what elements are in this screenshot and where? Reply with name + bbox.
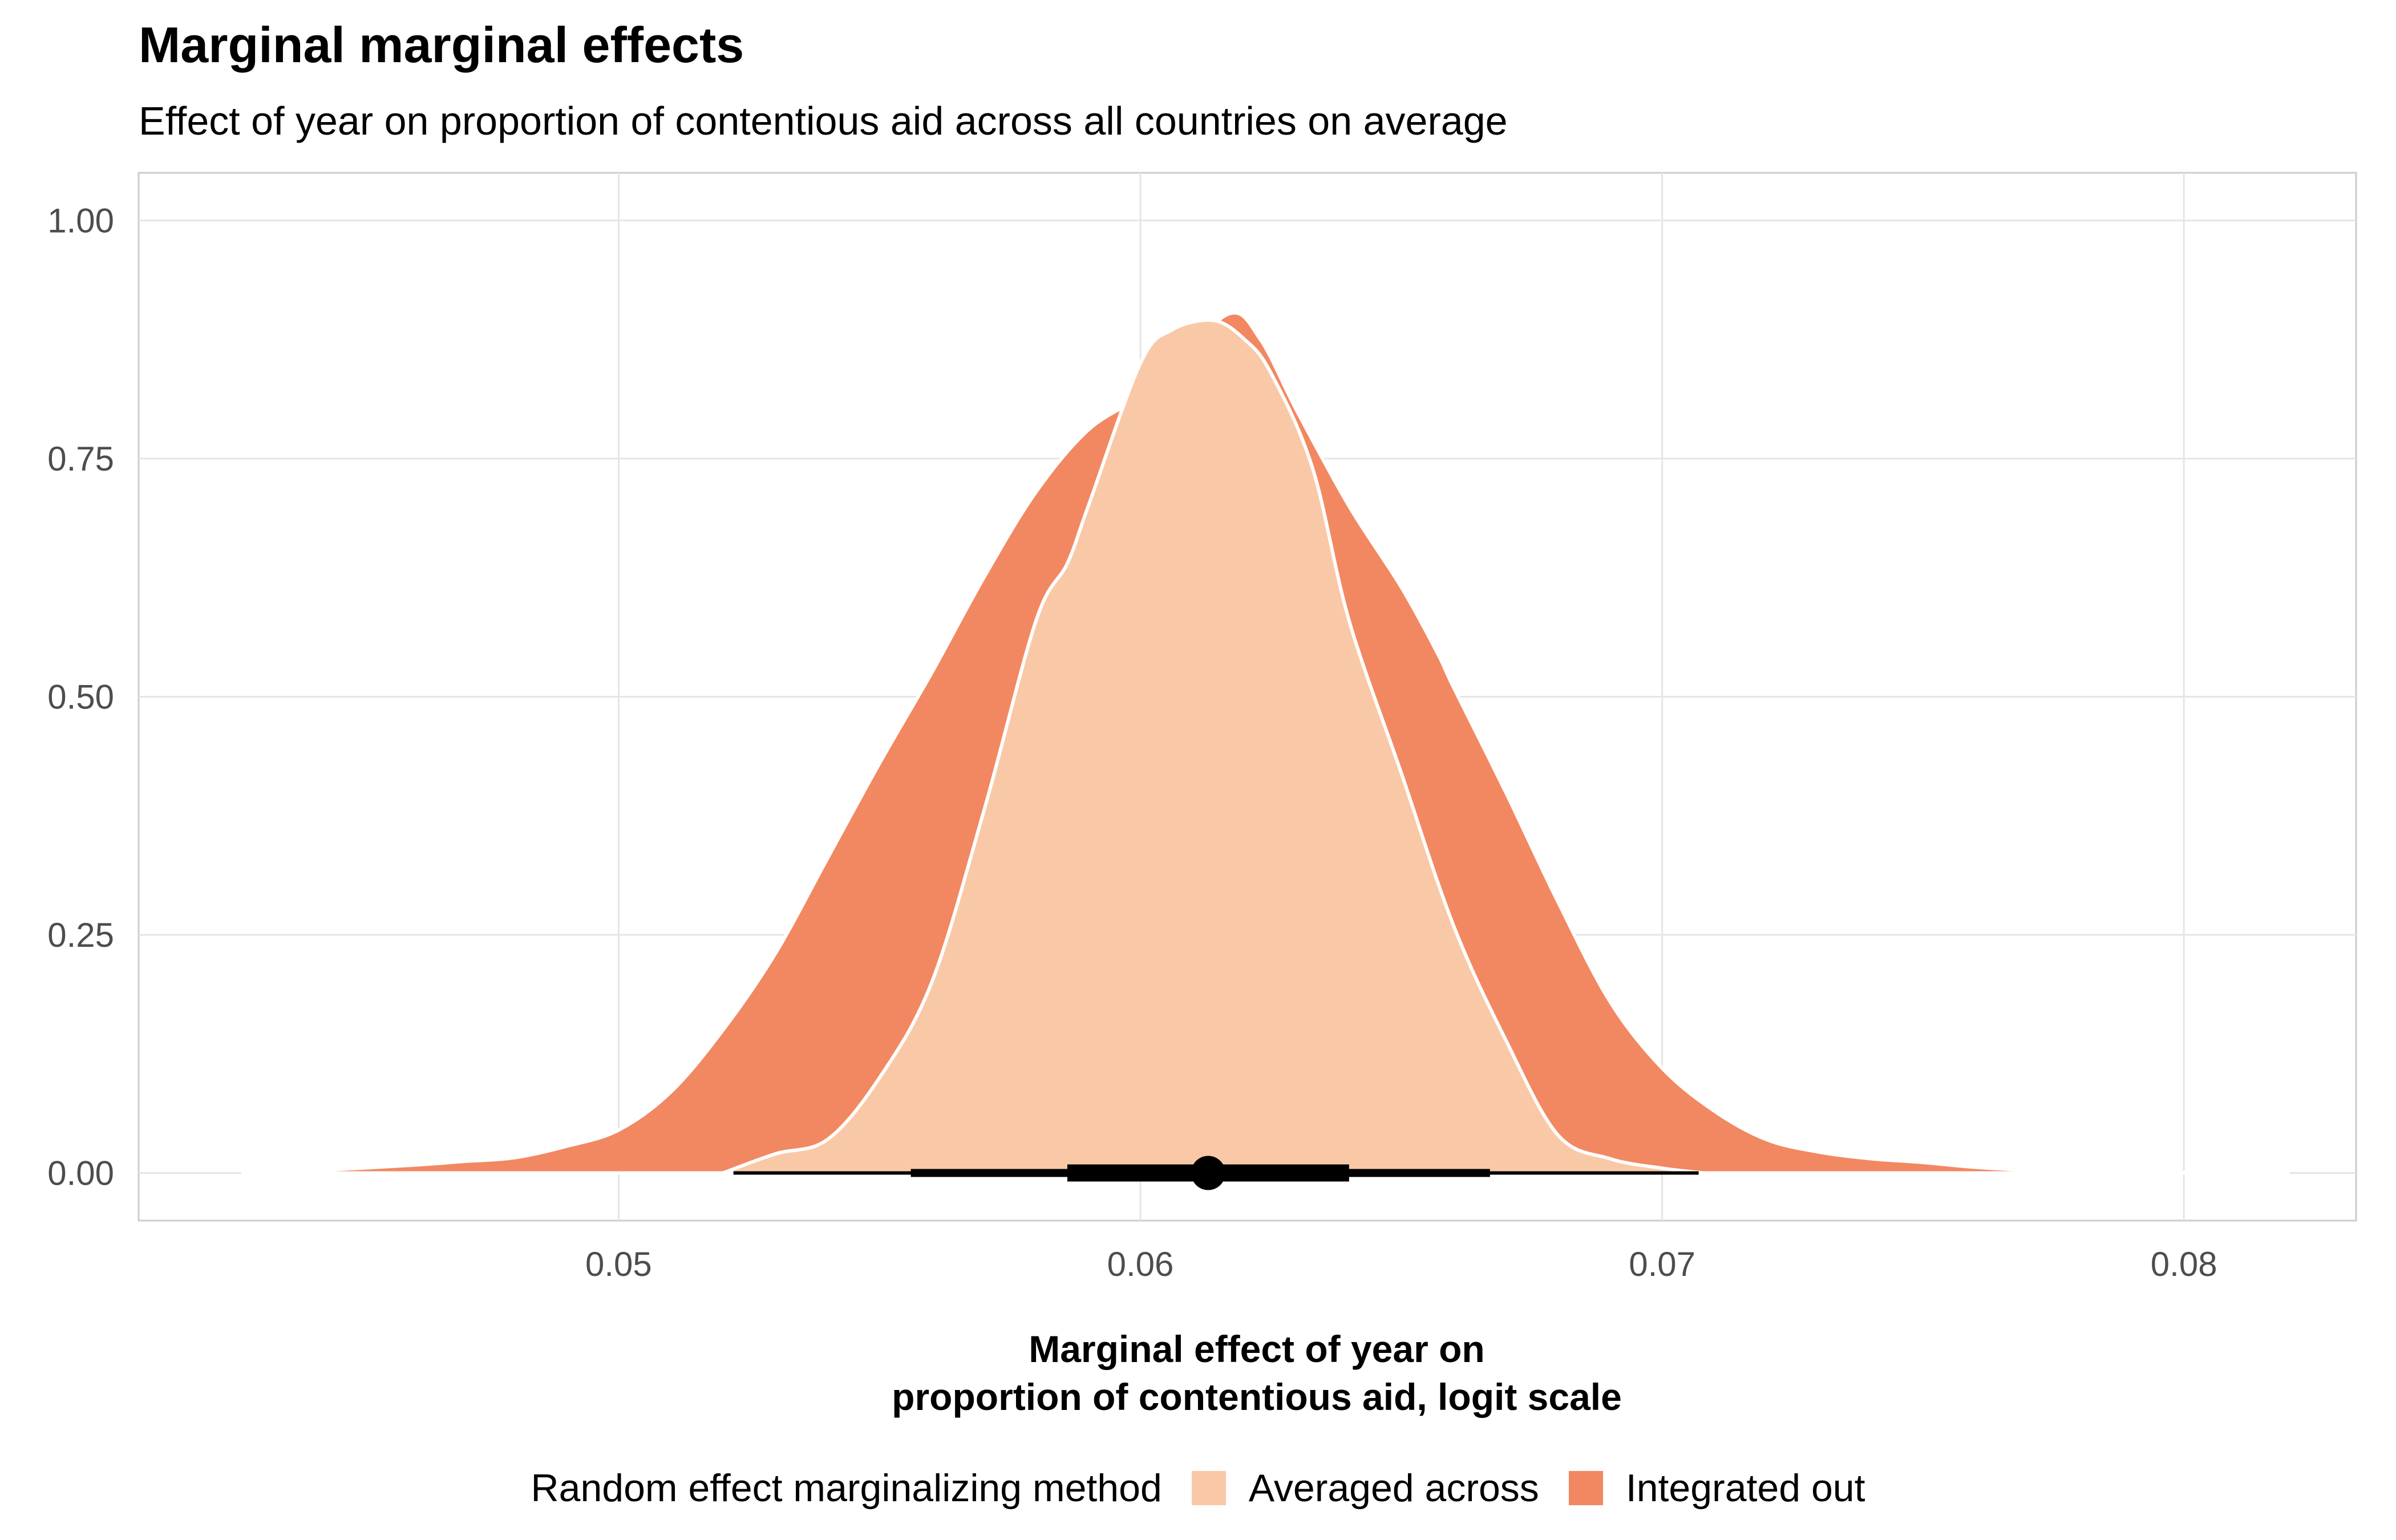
y-axis-ticks: 0.00 0.25 0.50 0.75 1.00 <box>47 202 114 1193</box>
x-tick-label-0.07: 0.07 <box>1629 1245 1695 1283</box>
point-interval <box>733 1156 1699 1190</box>
chart-subtitle: Effect of year on proportion of contenti… <box>139 99 1508 143</box>
chart-title: Marginal marginal effects <box>139 17 744 73</box>
y-tick-label-0.50: 0.50 <box>47 678 114 716</box>
x-axis-title-line-2: proportion of contentious aid, logit sca… <box>892 1376 1622 1418</box>
y-tick-label-0.00: 0.00 <box>47 1154 114 1193</box>
legend: Random effect marginalizing method Avera… <box>0 1466 2396 1510</box>
x-tick-label-0.06: 0.06 <box>1107 1245 1174 1283</box>
density-areas <box>241 311 2290 1175</box>
y-tick-label-1.00: 1.00 <box>47 202 114 240</box>
legend-label-integrated-out: Integrated out <box>1625 1466 1865 1510</box>
x-tick-label-0.08: 0.08 <box>2151 1245 2217 1283</box>
legend-swatch-averaged-across <box>1191 1471 1226 1505</box>
legend-item-averaged-across: Averaged across <box>1191 1466 1539 1510</box>
x-axis-title-line-1: Marginal effect of year on <box>1029 1328 1485 1370</box>
median-point <box>1191 1156 1225 1190</box>
x-axis-ticks: 0.05 0.06 0.07 0.08 <box>585 1245 2217 1283</box>
legend-swatch-integrated-out <box>1568 1471 1603 1505</box>
density-chart: 0.00 0.25 0.50 0.75 1.00 0.05 0.06 0.07 0.08 Ma… <box>47 172 2357 1418</box>
x-tick-label-0.05: 0.05 <box>585 1245 652 1283</box>
y-tick-label-0.25: 0.25 <box>47 916 114 954</box>
density-area-averaged-across <box>721 318 1706 1175</box>
legend-item-integrated-out: Integrated out <box>1568 1466 1865 1510</box>
y-tick-label-0.75: 0.75 <box>47 440 114 478</box>
legend-title: Random effect marginalizing method <box>531 1466 1162 1510</box>
legend-label-averaged-across: Averaged across <box>1248 1466 1539 1510</box>
